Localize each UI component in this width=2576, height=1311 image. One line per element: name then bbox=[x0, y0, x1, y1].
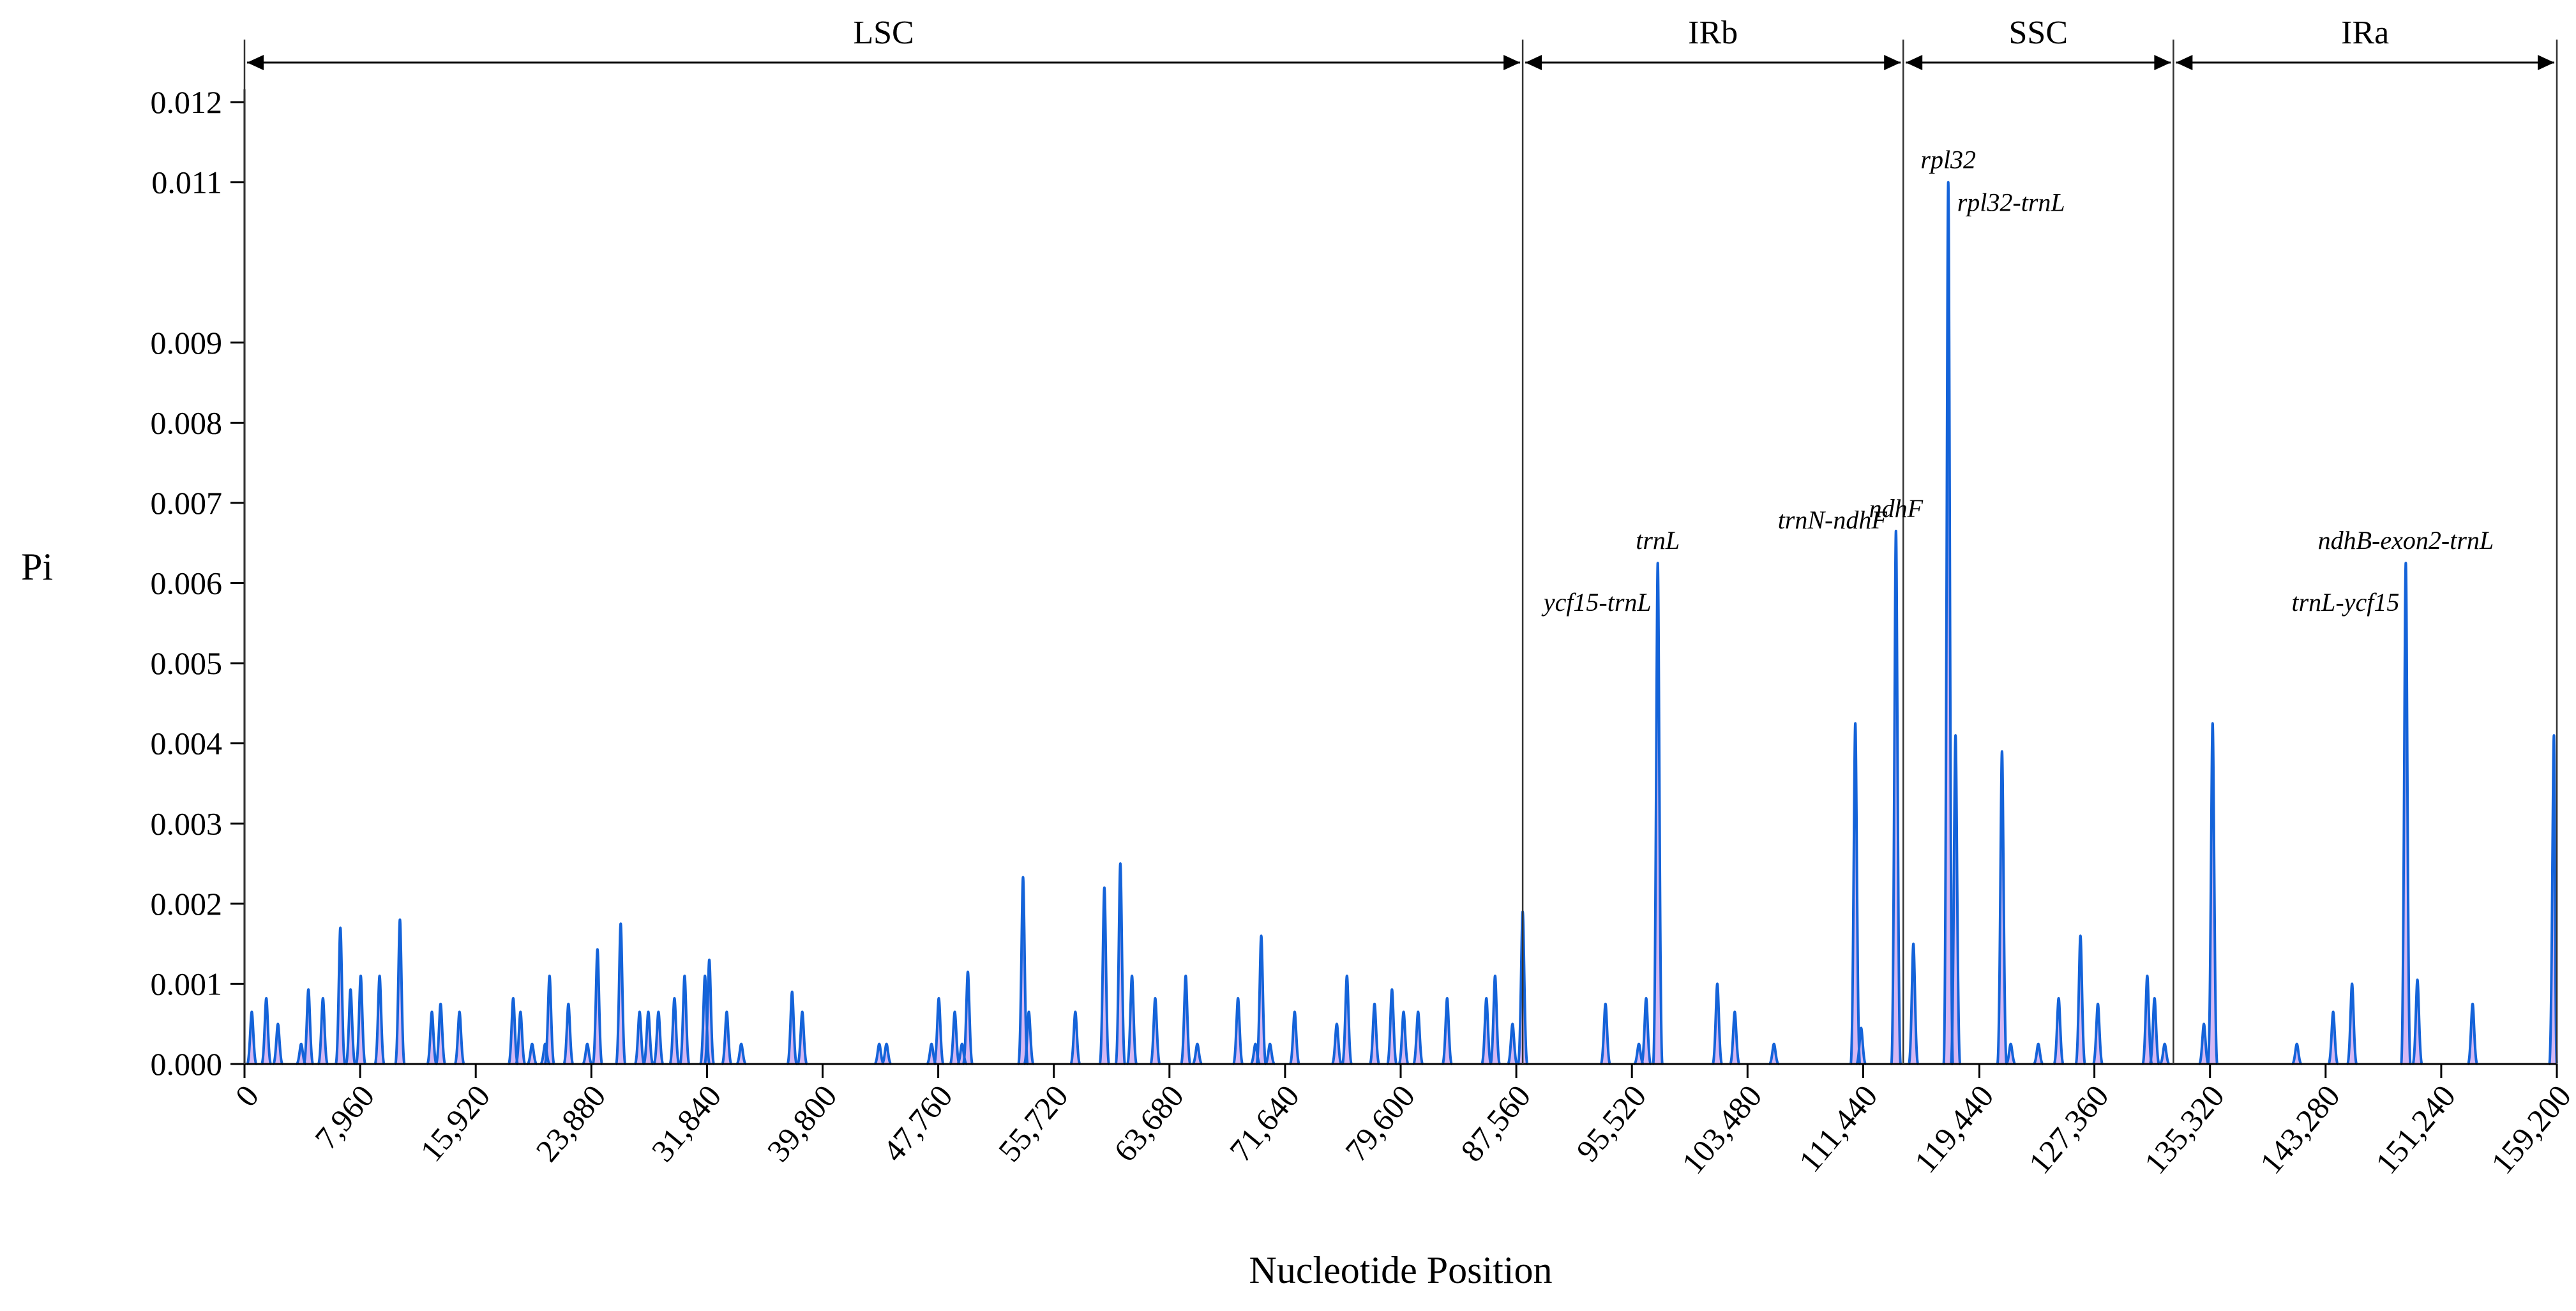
region-arrowhead-left bbox=[1906, 55, 1922, 70]
gene-annotations: ycf15-trnLtrnLtrnN-ndhFndhFrpl32rpl32-tr… bbox=[1541, 146, 2494, 617]
y-tick-label: 0.008 bbox=[151, 405, 223, 440]
annotation-label: ndhB-exon2-trnL bbox=[2318, 526, 2494, 555]
region-arrowhead-right bbox=[1884, 55, 1901, 70]
annotation-label: ycf15-trnL bbox=[1541, 588, 1652, 617]
x-tick-label: 159,200 bbox=[2484, 1078, 2576, 1180]
x-tick-label: 55,720 bbox=[991, 1078, 1075, 1168]
y-tick-label: 0.000 bbox=[151, 1046, 223, 1082]
x-tick-label: 111,440 bbox=[1792, 1078, 1885, 1179]
x-tick-label: 47,760 bbox=[875, 1078, 959, 1168]
y-tick-label: 0.007 bbox=[151, 485, 223, 521]
y-tick-label: 0.011 bbox=[151, 165, 222, 200]
x-tick-label: 31,840 bbox=[644, 1078, 728, 1168]
y-tick-label: 0.002 bbox=[151, 886, 223, 922]
region-arrowhead-left bbox=[1525, 55, 1542, 70]
x-tick-label: 127,360 bbox=[2021, 1078, 2115, 1180]
x-tick-label: 87,560 bbox=[1454, 1078, 1537, 1168]
region-arrowhead-left bbox=[2176, 55, 2192, 70]
annotation-label: trnL-ycf15 bbox=[2292, 588, 2400, 617]
annotation-label: ndhF bbox=[1869, 494, 1924, 523]
x-tick-label: 103,480 bbox=[1675, 1078, 1768, 1180]
region-arrowhead-right bbox=[2538, 55, 2554, 70]
y-axis-title: Pi bbox=[21, 546, 53, 588]
region-arrowhead-left bbox=[247, 55, 264, 70]
y-tick-label: 0.009 bbox=[151, 325, 223, 361]
x-tick-label: 63,680 bbox=[1107, 1078, 1191, 1168]
region-label-SSC: SSC bbox=[2009, 15, 2068, 51]
region-label-IRb: IRb bbox=[1688, 15, 1738, 51]
annotation-label: rpl32-trnL bbox=[1957, 188, 2065, 217]
x-tick-label: 23,880 bbox=[529, 1078, 612, 1168]
annotation-label: trnL bbox=[1636, 526, 1680, 555]
x-tick-label: 39,800 bbox=[760, 1078, 843, 1168]
region-arrowhead-right bbox=[2154, 55, 2171, 70]
pi-line-series bbox=[245, 183, 2557, 1064]
x-tick-label: 135,320 bbox=[2137, 1078, 2231, 1180]
region-label-LSC: LSC bbox=[853, 15, 914, 51]
y-tick-label: 0.006 bbox=[151, 566, 223, 601]
x-tick-label: 79,600 bbox=[1338, 1078, 1422, 1168]
x-tick-label: 0 bbox=[228, 1078, 266, 1113]
x-tick-label: 119,440 bbox=[1907, 1078, 2000, 1180]
y-tick-label: 0.012 bbox=[151, 84, 223, 120]
y-tick-label: 0.003 bbox=[151, 805, 223, 841]
x-tick-label: 151,240 bbox=[2369, 1078, 2462, 1180]
annotation-label: rpl32 bbox=[1920, 146, 1976, 174]
x-tick-label: 143,280 bbox=[2253, 1078, 2347, 1180]
x-tick-label: 7,960 bbox=[308, 1078, 381, 1156]
y-tick-label: 0.005 bbox=[151, 645, 223, 681]
x-axis-title: Nucleotide Position bbox=[1249, 1249, 1553, 1291]
y-tick-label: 0.001 bbox=[151, 966, 223, 1001]
y-tick-label: 0.004 bbox=[151, 726, 223, 761]
x-tick-label: 71,640 bbox=[1223, 1078, 1306, 1168]
x-tick-label: 95,520 bbox=[1569, 1078, 1653, 1168]
region-label-IRa: IRa bbox=[2341, 15, 2389, 51]
x-tick-label: 15,920 bbox=[413, 1078, 497, 1168]
region-arrowhead-right bbox=[1503, 55, 1520, 70]
